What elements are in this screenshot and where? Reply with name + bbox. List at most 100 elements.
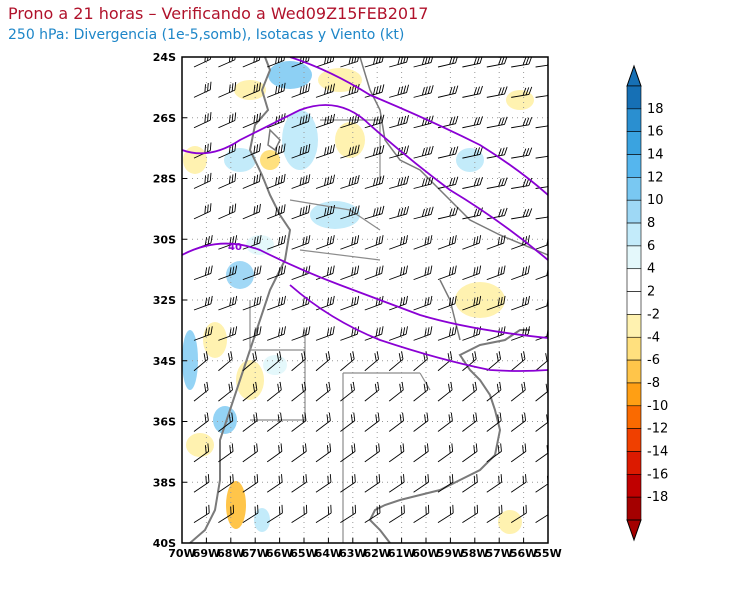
wind-barb	[535, 445, 548, 463]
wind-barb	[291, 235, 311, 250]
wind-barb	[193, 142, 212, 159]
shade-blob	[226, 481, 246, 529]
shade-blob	[260, 150, 280, 170]
wind-barb	[193, 172, 212, 189]
wind-barb	[364, 295, 384, 311]
wind-barb	[266, 504, 283, 524]
wind-barb	[486, 504, 503, 524]
lon-tick-label: 68W	[217, 547, 244, 560]
wind-barb	[193, 57, 212, 68]
wind-barb	[511, 235, 530, 250]
wind-barb	[364, 504, 381, 524]
wind-barb	[462, 85, 483, 98]
wind-barb	[535, 57, 548, 68]
wind-barb	[462, 326, 482, 341]
wind-barb	[462, 235, 482, 250]
isotachs	[182, 57, 548, 372]
wind-barb	[315, 205, 335, 220]
colorbar-swatch	[626, 154, 642, 178]
colorbar-swatch	[626, 199, 642, 224]
wind-barb	[315, 504, 332, 524]
wind-barb	[413, 206, 434, 220]
wind-barb	[242, 474, 259, 493]
wind-barb	[462, 381, 477, 402]
wind-barb	[364, 351, 380, 372]
colorbar-swatch	[626, 85, 642, 110]
wind-barb	[364, 443, 380, 463]
wind-barb	[266, 351, 282, 372]
wind-barb	[193, 412, 209, 432]
wind-barb	[413, 176, 434, 189]
shade-blob	[498, 510, 522, 534]
wind-barb	[437, 381, 453, 402]
wind-barb	[462, 116, 483, 129]
lon-tick-label: 63W	[339, 547, 366, 560]
wind-barb	[437, 295, 457, 311]
wind-barb	[193, 203, 212, 220]
wind-barb	[193, 295, 213, 311]
lat-tick-label: 24S	[153, 51, 176, 64]
wind-barb	[193, 443, 210, 463]
wind-barb	[267, 143, 286, 159]
wind-barb	[364, 57, 385, 68]
wind-barb	[242, 82, 261, 98]
lon-tick-label: 67W	[241, 547, 268, 560]
wind-barb	[437, 326, 457, 341]
wind-barb	[291, 351, 306, 372]
lon-tick-label: 62W	[363, 547, 390, 560]
wind-barb	[242, 351, 258, 372]
wind-barb	[462, 443, 478, 463]
wind-barb	[267, 235, 286, 250]
colorbar-swatch	[626, 405, 642, 429]
wind-barb	[437, 146, 459, 159]
shade-blob	[186, 433, 214, 457]
wind-barb	[242, 265, 262, 281]
wind-barb	[535, 148, 548, 159]
wind-barb	[291, 83, 311, 98]
wind-barb	[389, 175, 409, 189]
chart-subtitle: 250 hPa: Divergencia (1e-5,somb), Isotac…	[8, 27, 405, 43]
wind-barb	[486, 207, 508, 220]
wind-barb	[535, 237, 548, 250]
wind-barb	[267, 295, 286, 311]
lat-tick-label: 38S	[153, 476, 176, 489]
wind-barb	[340, 412, 356, 432]
isotach-line	[182, 104, 548, 261]
wind-barb	[340, 205, 360, 220]
colorbar-swatch	[626, 496, 642, 521]
colorbar-top-arrow	[626, 64, 642, 87]
wind-barb	[511, 147, 533, 159]
wind-barb	[291, 174, 311, 189]
colorbar-swatch	[626, 314, 642, 338]
wind-barb	[340, 326, 360, 341]
lon-tick-label: 59W	[437, 547, 464, 560]
wind-barb	[486, 116, 508, 129]
wind-barb	[535, 209, 548, 220]
colorbar-label: -4	[647, 330, 660, 345]
wind-barb	[364, 114, 385, 129]
wind-barb	[340, 474, 356, 493]
wind-barb	[291, 113, 311, 129]
lon-tick-label: 66W	[266, 547, 293, 560]
wind-barb	[315, 57, 335, 68]
wind-barb	[486, 147, 508, 159]
colorbar-swatch	[626, 291, 642, 315]
wind-barb	[486, 474, 503, 493]
wind-barb	[340, 443, 356, 463]
wind-barb	[364, 175, 385, 189]
wind-barb	[511, 265, 530, 281]
shade-blob	[234, 80, 266, 100]
wind-barb	[364, 412, 380, 432]
colorbar-swatch	[626, 131, 642, 155]
wind-barb	[242, 412, 258, 432]
wind-barb	[340, 295, 360, 311]
wind-barb	[486, 86, 508, 98]
wind-barb	[462, 295, 482, 311]
wind-barb	[388, 504, 405, 524]
wind-barb	[413, 326, 433, 341]
wind-barb	[413, 265, 433, 281]
isotach-label: 40	[228, 242, 242, 253]
wind-barb	[535, 506, 548, 524]
wind-barb	[315, 381, 331, 402]
wind-barb	[389, 326, 408, 341]
